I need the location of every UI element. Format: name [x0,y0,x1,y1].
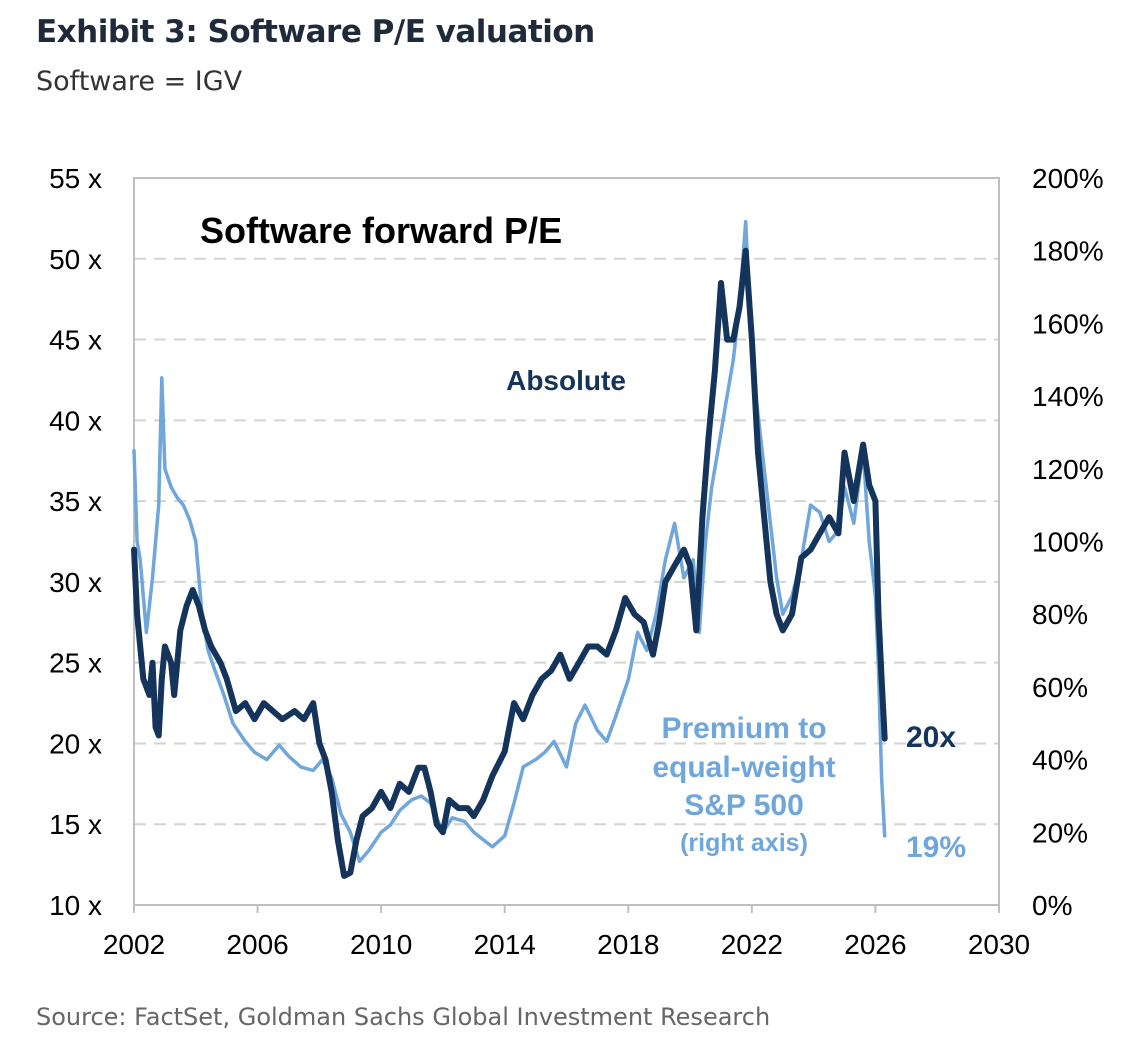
chart-title: Software forward P/E [200,210,562,251]
y-right-tick-label: 100% [1032,527,1104,558]
x-tick-label: 2010 [350,929,412,960]
series-absolute-line [131,247,888,879]
y-left-tick-label: 55 x [49,163,102,194]
premium-label-line2: equal-weight [652,751,835,784]
y-right-tick-label: 0% [1032,890,1072,921]
plot-frame [133,177,1000,906]
pe-chart: 10 x 15 x 20 x 25 x 30 x 35 x 40 x 45 x 50 x 55 x… [49,163,1104,960]
source-note: Source: FactSet, Goldman Sachs Global In… [36,1003,771,1031]
series-premium-line [132,219,887,864]
x-tick-label: 2014 [474,929,536,960]
x-tick-label: 2026 [844,929,906,960]
absolute-label: Absolute [506,365,626,396]
y-left-tick-label: 30 x [49,567,102,598]
series-lines [131,219,888,879]
y-right-tick-label: 180% [1032,236,1104,267]
y-right-tick-label: 20% [1032,817,1088,848]
y-left-tick-label: 10 x [49,890,102,921]
y-left-tick-label: 15 x [49,809,102,840]
y-right-tick-label: 40% [1032,745,1088,776]
x-tick-label: 2030 [968,929,1030,960]
end-value-absolute: 20x [906,721,956,754]
x-tick-label: 2022 [721,929,783,960]
y-left-tick-label: 35 x [49,486,102,517]
y-right-tick-label: 80% [1032,599,1088,630]
page-title: Exhibit 3: Software P/E valuation [36,14,595,50]
x-tick-label: 2002 [103,929,165,960]
end-value-premium: 19% [906,831,966,864]
y-right-tick-label: 60% [1032,672,1088,703]
y-right-tick-label: 140% [1032,381,1104,412]
axes: 10 x 15 x 20 x 25 x 30 x 35 x 40 x 45 x 50 x 55 x… [49,163,1104,960]
y-left-tick-label: 20 x [49,728,102,759]
y-right-tick-label: 160% [1032,308,1104,339]
annotations: Absolute Premium to equal-weight S&P 500 (ri… [506,365,966,864]
y-right-tick-label: 200% [1032,163,1104,194]
premium-label-line1: Premium to [661,712,826,745]
premium-label-line3: S&P 500 [684,789,804,822]
y-left-tick-label: 25 x [49,648,102,679]
x-tick-label: 2018 [597,929,659,960]
page-subtitle: Software = IGV [36,66,243,97]
y-left-tick-label: 40 x [49,405,102,436]
y-left-tick-label: 45 x [49,325,102,356]
y-right-tick-label: 120% [1032,454,1104,485]
y-left-tick-label: 50 x [49,244,102,275]
premium-label-line4: (right axis) [680,829,808,857]
x-tick-label: 2006 [226,929,288,960]
